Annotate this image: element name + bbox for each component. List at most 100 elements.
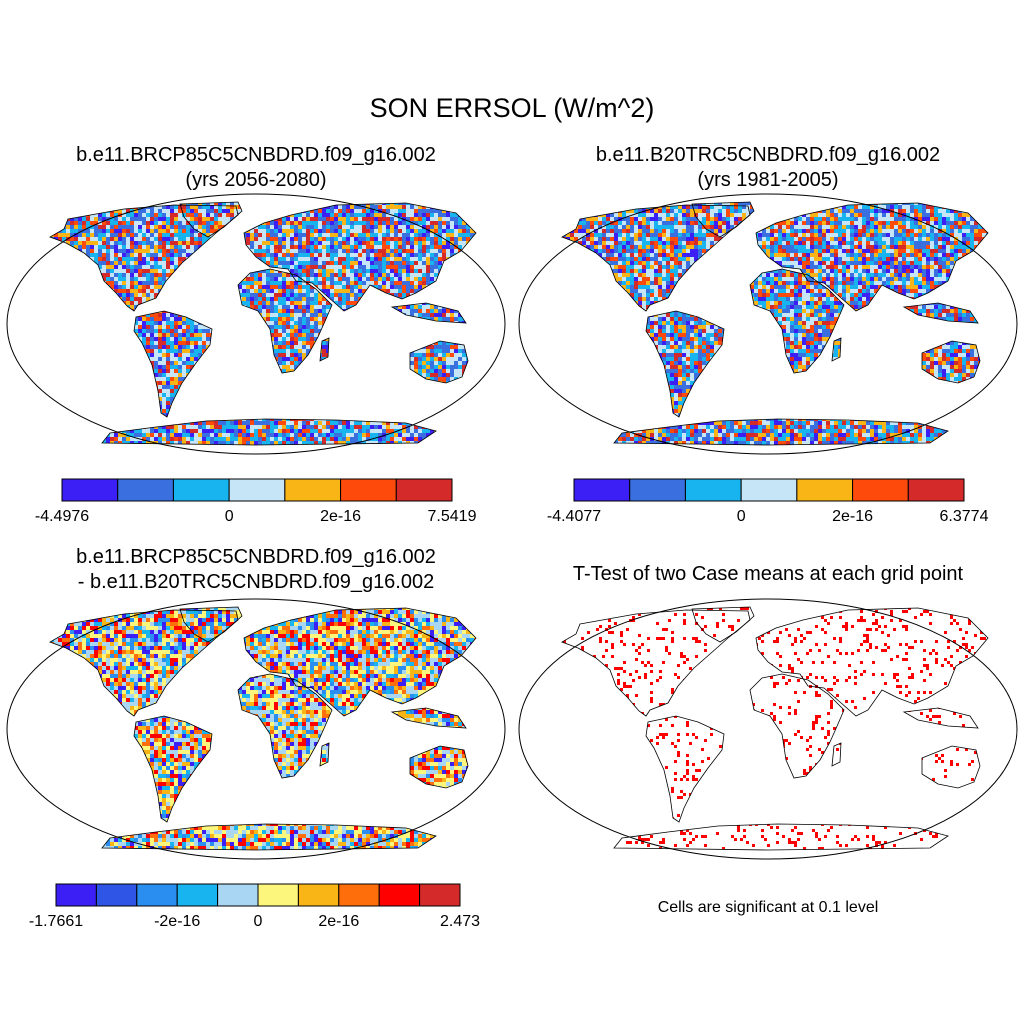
coastline-indonesia: [902, 707, 979, 729]
colorbar-swatches: [61, 478, 453, 502]
coastline-eurasia: [755, 607, 989, 717]
colorbar-swatch: [176, 883, 219, 907]
colorbar-label: 2e-16: [832, 508, 873, 526]
coastline-africa: [237, 673, 333, 779]
colorbar-panel-3: -1.7661 -2e-16 0 2e-16 2.473: [0, 883, 512, 933]
colorbar-swatch: [852, 478, 909, 502]
colorbar-label: 0: [225, 508, 234, 526]
ttest-note: Cells are significant at 0.1 level: [512, 899, 1024, 917]
colorbar-label: 7.5419: [428, 508, 477, 526]
colorbar-swatch: [172, 478, 230, 502]
coastline-antarctica: [101, 823, 437, 851]
colorbar-swatch: [684, 478, 742, 502]
panel2-title-line1: b.e11.B20TRC5CNBDRD.f09_g16.002: [512, 143, 1024, 167]
map-panel-1: [6, 193, 506, 455]
colorbar-swatch: [228, 478, 286, 502]
colorbar-swatches: [55, 883, 461, 907]
map-border: [6, 193, 506, 455]
colorbar-panel-2: -4.4077 0 2e-16 6.3774: [512, 478, 1024, 528]
colorbar-label: 2.473: [440, 913, 480, 931]
coastline-greenland: [179, 606, 243, 643]
coastline-africa: [237, 268, 333, 374]
coastline-australia: [409, 745, 469, 789]
coastline-eurasia: [755, 202, 989, 312]
coastlines: [561, 201, 989, 446]
colorbar-panel-1: -4.4976 0 2e-16 7.5419: [0, 478, 512, 528]
coastline-africa: [749, 673, 845, 779]
colorbar-label: 2e-16: [320, 508, 361, 526]
colorbar-swatch: [378, 883, 421, 907]
panel1-title-line2: (yrs 2056-2080): [0, 168, 512, 192]
coastline-antarctica: [613, 823, 949, 851]
coastline-australia: [921, 340, 981, 384]
panel3-title-line1: b.e11.BRCP85C5CNBDRD.f09_g16.002: [0, 545, 512, 569]
coastline-greenland: [691, 606, 755, 643]
coastline-north-america: [561, 609, 751, 717]
map-border: [518, 193, 1018, 455]
map-panel-3: [6, 598, 506, 860]
coastline-australia: [409, 340, 469, 384]
coastline-greenland: [691, 201, 755, 238]
coastline-antarctica: [613, 418, 949, 446]
panel4-title: T-Test of two Case means at each grid po…: [512, 562, 1024, 586]
map-border: [6, 598, 506, 860]
coastline-north-america: [49, 204, 239, 312]
colorbar-swatch: [395, 478, 453, 502]
colorbar-label: -2e-16: [154, 913, 200, 931]
coastline-north-america: [49, 609, 239, 717]
coastline-indonesia: [390, 707, 467, 729]
colorbar-swatch: [95, 883, 138, 907]
colorbar-swatch: [136, 883, 178, 907]
colorbar-swatch: [419, 883, 461, 907]
coastline-indonesia: [902, 302, 979, 324]
colorbar-swatch: [217, 883, 259, 907]
coastline-south-america: [645, 310, 725, 418]
coastlines: [561, 606, 989, 851]
colorbar-swatch: [297, 883, 340, 907]
map-panel-2: [518, 193, 1018, 455]
coastline-north-america: [561, 204, 751, 312]
main-title: SON ERRSOL (W/m^2): [0, 93, 1024, 124]
colorbar-swatch: [61, 478, 119, 502]
colorbar-swatch: [338, 883, 380, 907]
panel2-title-line2: (yrs 1981-2005): [512, 168, 1024, 192]
colorbar-label: -4.4077: [547, 508, 601, 526]
coastlines: [49, 201, 477, 446]
panel1-title-line1: b.e11.BRCP85C5CNBDRD.f09_g16.002: [0, 143, 512, 167]
coastline-south-america: [645, 715, 725, 823]
coastline-south-america: [133, 715, 213, 823]
coastline-antarctica: [101, 418, 437, 446]
coastline-eurasia: [243, 607, 477, 717]
colorbar-swatch: [284, 478, 342, 502]
coastline-indonesia: [390, 302, 467, 324]
colorbar-swatches: [573, 478, 965, 502]
map-border: [518, 598, 1018, 860]
panel3-title-line2: - b.e11.B20TRC5CNBDRD.f09_g16.002: [0, 570, 512, 594]
coastline-australia: [921, 745, 981, 789]
coastline-madagascar: [831, 337, 842, 362]
colorbar-label: 2e-16: [318, 913, 359, 931]
colorbar-swatch: [257, 883, 299, 907]
colorbar-swatch: [117, 478, 174, 502]
coastline-madagascar: [319, 337, 330, 362]
colorbar-swatch: [55, 883, 97, 907]
colorbar-swatch: [907, 478, 965, 502]
coastlines: [49, 606, 477, 851]
colorbar-label: -4.4976: [35, 508, 89, 526]
map-panel-4: [518, 598, 1018, 860]
coastline-greenland: [179, 201, 243, 238]
coastline-eurasia: [243, 202, 477, 312]
coastline-madagascar: [831, 742, 842, 767]
coastline-madagascar: [319, 742, 330, 767]
colorbar-swatch: [740, 478, 798, 502]
colorbar-swatch: [629, 478, 686, 502]
colorbar-label: 0: [737, 508, 746, 526]
coastline-south-america: [133, 310, 213, 418]
colorbar-swatch: [573, 478, 631, 502]
colorbar-swatch: [340, 478, 397, 502]
colorbar-label: 0: [254, 913, 263, 931]
coastline-africa: [749, 268, 845, 374]
colorbar-label: -1.7661: [29, 913, 83, 931]
colorbar-label: 6.3774: [940, 508, 989, 526]
colorbar-swatch: [796, 478, 854, 502]
